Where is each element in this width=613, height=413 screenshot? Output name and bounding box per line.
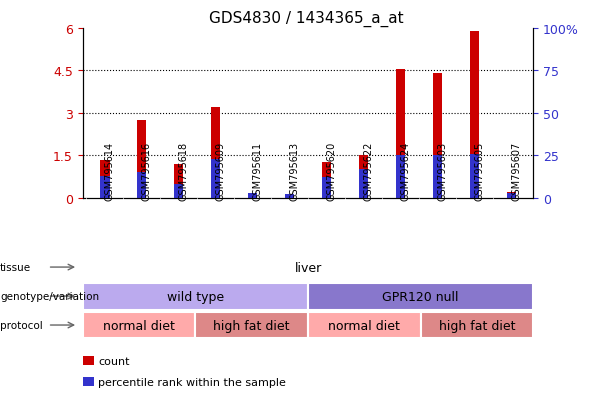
Text: GSM795618: GSM795618 [179, 142, 189, 201]
Bar [137, 121, 147, 198]
Text: GSM795620: GSM795620 [327, 142, 337, 201]
Text: GSM795611: GSM795611 [253, 142, 262, 201]
Text: GDS4830 / 1434365_a_at: GDS4830 / 1434365_a_at [209, 10, 404, 26]
Bar [396, 156, 405, 198]
Bar [359, 156, 368, 198]
Bar [433, 74, 442, 198]
Bar [506, 192, 516, 198]
Text: GSM795605: GSM795605 [474, 142, 484, 201]
Text: wild type: wild type [167, 290, 224, 303]
Text: normal diet: normal diet [329, 319, 400, 332]
Bar [285, 195, 294, 198]
Text: protocol: protocol [0, 320, 43, 330]
Text: percentile rank within the sample: percentile rank within the sample [98, 377, 286, 387]
Bar [470, 154, 479, 198]
Text: high fat diet: high fat diet [439, 319, 516, 332]
Bar [308, 312, 421, 339]
Text: GSM795624: GSM795624 [400, 142, 410, 201]
Bar [396, 70, 405, 198]
Bar [322, 163, 331, 198]
Bar [421, 312, 533, 339]
Bar [137, 173, 147, 198]
Bar [248, 193, 257, 198]
Text: GSM795614: GSM795614 [105, 142, 115, 201]
Text: tissue: tissue [0, 262, 31, 273]
Bar [211, 108, 220, 198]
Bar [308, 283, 533, 310]
Text: GSM795607: GSM795607 [511, 142, 521, 201]
Bar [470, 32, 479, 198]
Text: genotype/variation: genotype/variation [0, 291, 99, 301]
Bar [433, 156, 442, 198]
Bar [248, 193, 257, 198]
Text: GSM795609: GSM795609 [216, 142, 226, 201]
Text: GSM795622: GSM795622 [364, 142, 373, 201]
Bar [285, 195, 294, 198]
Bar [196, 312, 308, 339]
Bar [101, 160, 110, 198]
Text: liver: liver [294, 261, 322, 274]
Text: normal diet: normal diet [103, 319, 175, 332]
Text: GPR120 null: GPR120 null [383, 290, 459, 303]
Bar [174, 185, 183, 198]
Text: count: count [98, 356, 129, 366]
Bar [174, 164, 183, 198]
Text: GSM795603: GSM795603 [437, 142, 447, 201]
Bar [101, 176, 110, 198]
Bar [83, 312, 196, 339]
Bar [359, 169, 368, 198]
Bar [83, 283, 308, 310]
Bar [322, 178, 331, 198]
Text: GSM795613: GSM795613 [289, 142, 300, 201]
Text: high fat diet: high fat diet [213, 319, 290, 332]
Bar [506, 193, 516, 198]
Bar [211, 159, 220, 198]
Text: GSM795616: GSM795616 [142, 142, 152, 201]
